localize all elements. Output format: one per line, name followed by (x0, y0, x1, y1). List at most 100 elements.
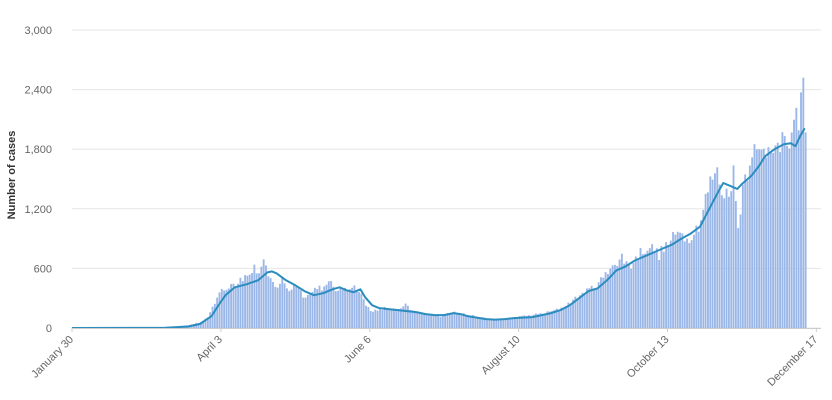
daily-case-bar (776, 142, 779, 328)
daily-case-bar (227, 288, 230, 328)
daily-case-bar (258, 273, 260, 328)
daily-case-bar (199, 322, 202, 328)
daily-case-bar (565, 305, 567, 328)
daily-case-bar (444, 313, 447, 328)
daily-case-bar (667, 245, 670, 328)
daily-case-bar (441, 314, 444, 328)
daily-case-bar (772, 152, 775, 328)
daily-case-bar (476, 317, 479, 328)
daily-case-bar (755, 149, 758, 328)
daily-case-bar (334, 291, 337, 328)
daily-case-bar (611, 265, 614, 328)
daily-case-bar (465, 314, 467, 328)
daily-case-bar (272, 281, 274, 328)
daily-case-bar (420, 313, 423, 328)
daily-case-bar (725, 188, 728, 328)
daily-case-bar (446, 312, 449, 328)
daily-case-bar (541, 313, 544, 328)
daily-case-bar (330, 281, 333, 328)
daily-case-bar (502, 319, 505, 328)
daily-case-bar (704, 193, 707, 328)
daily-case-bar (655, 248, 658, 328)
daily-case-bar (539, 313, 542, 328)
daily-case-bar (762, 148, 765, 328)
daily-case-bar (751, 157, 754, 328)
daily-case-bar (723, 198, 726, 328)
daily-case-bar (572, 299, 574, 328)
daily-case-bar (279, 283, 281, 328)
daily-case-bar (546, 311, 549, 328)
daily-case-bar (472, 314, 474, 328)
daily-case-bar (793, 119, 795, 329)
daily-case-bar (595, 287, 598, 328)
daily-case-bar (802, 77, 805, 329)
daily-case-bar (286, 288, 288, 328)
daily-case-bar (588, 288, 591, 328)
daily-case-bar (576, 298, 579, 328)
daily-case-bar (462, 313, 465, 328)
daily-case-bar (353, 285, 356, 328)
daily-case-bar (511, 318, 514, 328)
daily-case-bar (739, 214, 742, 328)
daily-case-bar (383, 306, 386, 328)
daily-case-bar (627, 264, 630, 328)
daily-case-bar (388, 309, 391, 328)
daily-case-bar (518, 316, 521, 328)
daily-case-bar (695, 225, 698, 328)
daily-case-bar (292, 285, 295, 328)
daily-case-bar (797, 130, 800, 328)
moving-average-line (71, 127, 806, 329)
daily-case-bar (651, 244, 654, 328)
daily-case-bar (348, 289, 351, 328)
daily-case-bar (416, 312, 419, 328)
daily-case-bar (318, 285, 321, 328)
daily-case-bar (746, 180, 749, 328)
daily-case-bar (232, 283, 235, 328)
daily-case-bar (516, 317, 519, 328)
daily-case-bar (432, 315, 435, 328)
daily-case-bar (260, 266, 263, 328)
daily-case-bar (397, 309, 400, 328)
daily-case-bar (425, 313, 428, 328)
daily-case-bar (395, 309, 398, 328)
daily-case-bar (586, 288, 588, 328)
daily-case-bar (669, 240, 672, 328)
daily-case-bar (344, 287, 347, 328)
daily-case-bar (720, 195, 723, 328)
daily-case-bar (304, 297, 307, 328)
daily-case-bar (467, 315, 470, 328)
daily-case-bar (404, 303, 407, 328)
daily-case-bar (532, 314, 535, 328)
daily-case-bar (225, 289, 228, 328)
daily-case-bar (544, 313, 547, 328)
daily-case-bar (362, 299, 365, 328)
daily-case-bar (497, 319, 500, 328)
daily-case-bar (795, 107, 798, 329)
daily-case-bar (641, 254, 644, 328)
daily-case-bar (341, 289, 344, 328)
daily-case-bar (504, 318, 507, 328)
daily-case-bar (479, 318, 481, 328)
daily-case-bar (406, 305, 409, 328)
x-axis (71, 328, 821, 332)
daily-case-bar (597, 282, 600, 328)
daily-case-bar (709, 176, 712, 328)
daily-case-bar (562, 307, 565, 328)
daily-case-bar (451, 312, 454, 328)
daily-case-bar (679, 232, 681, 328)
y-tick-label: 600 (34, 263, 52, 275)
daily-case-bar (325, 284, 328, 328)
daily-case-bar (265, 265, 267, 328)
daily-case-bar (355, 291, 358, 328)
daily-case-bar (216, 297, 219, 328)
daily-case-bar (630, 268, 633, 328)
daily-case-bar (783, 136, 786, 328)
daily-case-bar (320, 290, 323, 328)
daily-case-bar (209, 312, 212, 328)
daily-case-bar (506, 318, 509, 328)
daily-case-bar (413, 311, 416, 328)
daily-case-bar (567, 302, 570, 328)
daily-case-bar (779, 152, 781, 328)
daily-case-bar (262, 259, 265, 328)
daily-case-bar (316, 289, 319, 328)
